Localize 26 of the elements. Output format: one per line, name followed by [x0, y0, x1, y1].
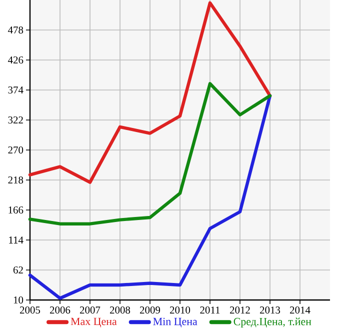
x-tick-label: 2006	[50, 306, 70, 314]
x-tick-label: 2012	[230, 306, 250, 314]
y-tick-label: 114	[9, 236, 24, 244]
line-series	[28, 1, 272, 184]
line-series	[28, 94, 272, 300]
x-tick-label: 2009	[140, 306, 160, 314]
x-tick-label: 2014	[290, 306, 310, 314]
x-tick-label: 2008	[110, 306, 130, 314]
x-tick-label: 2010	[170, 306, 190, 314]
x-tick-label: 2007	[80, 306, 100, 314]
x-tick-label: 2005	[20, 306, 40, 314]
y-tick-label: 62	[13, 266, 23, 274]
legend-label: Max Цена	[70, 318, 117, 328]
y-tick-label: 374	[8, 86, 24, 94]
y-tick-label: 478	[8, 26, 24, 34]
legend-label: Сред.Цена, т.йен	[234, 318, 312, 328]
x-tick-label: 2013	[260, 306, 280, 314]
y-tick-label: 270	[8, 146, 24, 154]
y-tick-label: 10	[14, 296, 24, 304]
line-series	[28, 82, 272, 226]
y-tick-label: 166	[8, 206, 24, 214]
legend-label: Min Цена	[153, 318, 198, 328]
x-tick-label: 2011	[200, 306, 220, 314]
y-tick-label: 322	[8, 116, 23, 124]
y-tick-label: 426	[8, 56, 24, 64]
y-tick-label: 218	[8, 176, 24, 184]
